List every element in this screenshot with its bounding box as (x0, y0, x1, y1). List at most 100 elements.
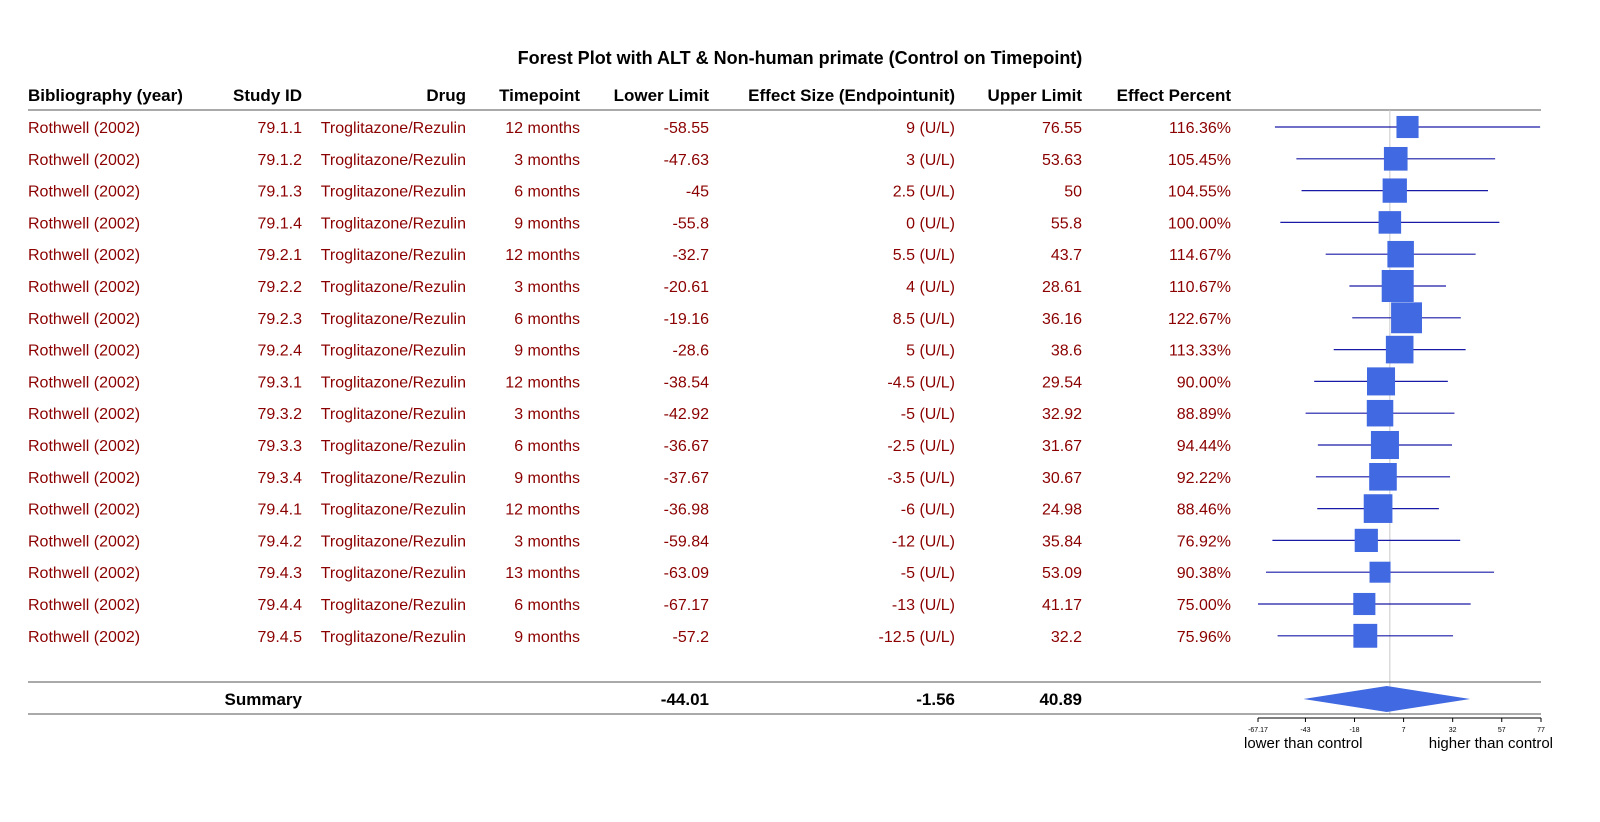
table-cell: 76.92% (1177, 533, 1231, 550)
table-cell: 41.17 (1042, 597, 1082, 614)
effect-marker (1363, 494, 1393, 523)
column-header: Upper Limit (988, 86, 1083, 105)
table-cell: 4 (U/L) (906, 279, 955, 296)
column-headers: Bibliography (year) Study ID Drug Timepoint… (28, 86, 1541, 111)
table-cell: 79.2.1 (258, 247, 303, 264)
column-header: Effect Size (Endpointunit) (748, 86, 955, 105)
table-cell: -36.67 (664, 438, 709, 455)
effect-marker (1369, 561, 1391, 583)
table-cell: Troglitazone/Rezulin (321, 406, 466, 423)
x-label-lower: lower than control (1244, 735, 1362, 752)
table-cell: 55.8 (1051, 215, 1082, 232)
table-cell: Rothwell (2002) (28, 152, 140, 169)
table-cell: -37.67 (664, 470, 709, 487)
column-header: Study ID (233, 86, 302, 105)
table-cell: 9 (U/L) (906, 120, 955, 137)
table-row: Rothwell (2002) 79.3.3 Troglitazone/Rezuli… (28, 438, 1231, 455)
summary-lower: -44.01 (661, 690, 709, 709)
table-cell: Rothwell (2002) (28, 629, 140, 646)
table-row: Rothwell (2002) 79.3.1 Troglitazone/Rezuli… (28, 374, 1231, 391)
column-header: Effect Percent (1117, 86, 1232, 105)
table-cell: 88.46% (1177, 502, 1231, 519)
table-cell: 79.1.4 (258, 215, 303, 232)
plot-area (1258, 110, 1541, 714)
table-cell: 29.54 (1042, 374, 1082, 391)
table-cell: Troglitazone/Rezulin (321, 533, 466, 550)
column-header: Timepoint (499, 86, 580, 105)
table-cell: 79.4.4 (258, 597, 303, 614)
table-cell: 30.67 (1042, 470, 1082, 487)
table-cell: -57.2 (673, 629, 710, 646)
table-row: Rothwell (2002) 79.4.1 Troglitazone/Rezuli… (28, 502, 1231, 519)
table-cell: 79.4.1 (258, 502, 303, 519)
table-cell: 116.36% (1169, 120, 1231, 137)
table-cell: 79.1.3 (258, 184, 303, 201)
table-cell: 13 months (505, 565, 580, 582)
table-cell: -19.16 (664, 311, 709, 328)
table-cell: 6 months (514, 311, 580, 328)
table-cell: -63.09 (664, 565, 709, 582)
table-cell: -42.92 (664, 406, 709, 423)
table-row: Rothwell (2002) 79.4.2 Troglitazone/Rezuli… (28, 533, 1231, 550)
table-row: Rothwell (2002) 79.4.3 Troglitazone/Rezuli… (28, 565, 1231, 582)
table-cell: 79.2.3 (258, 311, 303, 328)
table-cell: 79.2.2 (258, 279, 303, 296)
table-cell: Rothwell (2002) (28, 343, 140, 360)
table-cell: 6 months (514, 184, 580, 201)
table-cell: -3.5 (U/L) (887, 470, 955, 487)
table-cell: Troglitazone/Rezulin (321, 152, 466, 169)
table-cell: -59.84 (664, 533, 709, 550)
axis-tick-label: -43 (1300, 727, 1310, 734)
table-cell: 12 months (505, 502, 580, 519)
table-cell: -32.7 (673, 247, 710, 264)
table-cell: 79.3.1 (258, 374, 303, 391)
table-cell: 5 (U/L) (906, 343, 955, 360)
table-cell: -28.6 (673, 343, 710, 360)
effect-marker (1369, 463, 1397, 491)
table-cell: -12.5 (U/L) (879, 629, 955, 646)
summary-upper: 40.89 (1039, 690, 1082, 709)
table-cell: Rothwell (2002) (28, 247, 140, 264)
table-row: Rothwell (2002) 79.2.1 Troglitazone/Rezuli… (28, 247, 1231, 264)
table-cell: Rothwell (2002) (28, 533, 140, 550)
table-cell: -38.54 (664, 374, 709, 391)
table-cell: 53.09 (1042, 565, 1082, 582)
table-cell: 12 months (505, 247, 580, 264)
table-cell: 3 months (514, 533, 580, 550)
table-cell: -5 (U/L) (901, 565, 955, 582)
table-cell: 90.38% (1177, 565, 1231, 582)
table-cell: Troglitazone/Rezulin (321, 597, 466, 614)
table-cell: 105.45% (1168, 152, 1231, 169)
table-cell: -67.17 (664, 597, 709, 614)
table-cell: Troglitazone/Rezulin (321, 311, 466, 328)
effect-marker (1381, 270, 1414, 302)
summary-effect: -1.56 (916, 690, 955, 709)
x-label-higher: higher than control (1429, 735, 1553, 752)
effect-marker (1383, 146, 1408, 171)
table-cell: 114.67% (1169, 247, 1231, 264)
table-cell: Troglitazone/Rezulin (321, 343, 466, 360)
table-cell: Troglitazone/Rezulin (321, 374, 466, 391)
table-cell: Rothwell (2002) (28, 374, 140, 391)
table-cell: Rothwell (2002) (28, 311, 140, 328)
table-cell: Rothwell (2002) (28, 184, 140, 201)
table-cell: 79.4.5 (258, 629, 303, 646)
effect-marker (1382, 178, 1407, 203)
table-cell: 9 months (514, 215, 580, 232)
table-row: Rothwell (2002) 79.4.4 Troglitazone/Rezuli… (28, 597, 1231, 614)
table-cell: 31.67 (1042, 438, 1082, 455)
table-cell: 79.4.2 (258, 533, 303, 550)
table-row: Rothwell (2002) 79.1.1 Troglitazone/Rezuli… (28, 120, 1231, 137)
table-cell: 3 (U/L) (906, 152, 955, 169)
axis-tick-label: 32 (1449, 727, 1457, 734)
effect-marker (1387, 240, 1414, 268)
table-row: Rothwell (2002) 79.4.5 Troglitazone/Rezuli… (28, 629, 1231, 646)
effect-marker (1378, 211, 1402, 234)
table-cell: 32.92 (1042, 406, 1082, 423)
table-cell: Troglitazone/Rezulin (321, 629, 466, 646)
table-cell: 5.5 (U/L) (893, 247, 955, 264)
effect-marker (1366, 399, 1394, 427)
table-cell: Troglitazone/Rezulin (321, 184, 466, 201)
table-cell: 9 months (514, 629, 580, 646)
